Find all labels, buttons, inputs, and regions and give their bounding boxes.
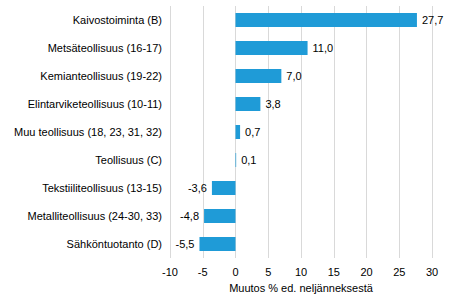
svg-text:10: 10	[295, 266, 307, 278]
svg-text:30: 30	[426, 266, 438, 278]
svg-text:Muu teollisuus (18, 23, 31, 32: Muu teollisuus (18, 23, 31, 32)	[14, 126, 162, 138]
svg-text:Sähköntuotanto (D): Sähköntuotanto (D)	[67, 238, 162, 250]
svg-text:Metalliteollisuus (24-30, 33): Metalliteollisuus (24-30, 33)	[27, 210, 162, 222]
svg-text:-4,8: -4,8	[180, 210, 199, 222]
svg-text:-5,5: -5,5	[176, 238, 195, 250]
svg-text:Metsäteollisuus (16-17): Metsäteollisuus (16-17)	[48, 42, 162, 54]
svg-text:Elintarviketeollisuus (10-11): Elintarviketeollisuus (10-11)	[28, 98, 162, 110]
svg-text:5: 5	[265, 266, 271, 278]
svg-text:-3,6: -3,6	[188, 182, 207, 194]
svg-text:7,0: 7,0	[286, 70, 301, 82]
svg-text:0,7: 0,7	[245, 126, 260, 138]
svg-text:11,0: 11,0	[313, 42, 334, 54]
svg-text:-5: -5	[198, 266, 208, 278]
svg-text:Tekstiiliteollisuus (13-15): Tekstiiliteollisuus (13-15)	[42, 182, 162, 194]
svg-text:Muutos % ed. neljänneksestä: Muutos % ed. neljänneksestä	[229, 282, 374, 294]
svg-text:Kaivostoiminta (B): Kaivostoiminta (B)	[73, 14, 162, 26]
svg-text:0,1: 0,1	[241, 154, 256, 166]
svg-text:Kemianteollisuus (19-22): Kemianteollisuus (19-22)	[40, 70, 162, 82]
svg-text:27,7: 27,7	[422, 14, 443, 26]
svg-text:-10: -10	[162, 266, 178, 278]
svg-text:20: 20	[360, 266, 372, 278]
svg-text:15: 15	[328, 266, 340, 278]
svg-text:3,8: 3,8	[265, 98, 280, 110]
svg-text:Teollisuus (C): Teollisuus (C)	[95, 154, 162, 166]
svg-text:0: 0	[232, 266, 238, 278]
svg-text:25: 25	[393, 266, 405, 278]
